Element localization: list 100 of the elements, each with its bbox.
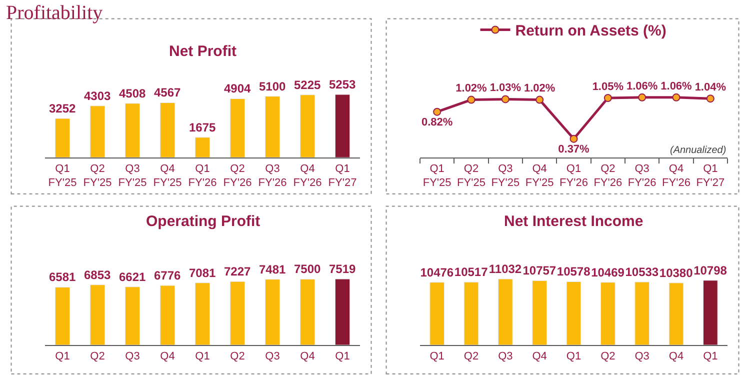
point [604,94,612,102]
bar [334,94,350,158]
x-tick-label: Q3 FY'25 [491,162,520,190]
point [638,93,646,102]
data-label: 1.02% [456,82,488,95]
data-label: 7227 [224,264,252,279]
text: (Annualized) [670,145,726,156]
x-tick-label: Q4 FY'26 [293,162,322,190]
legend-label: Return on Assets (%) [515,22,666,40]
data-label: 6853 [84,268,112,282]
x-tick-label: Q3 FY'26 [258,162,287,190]
bar [54,286,70,345]
bar [264,96,280,158]
data-label: 10798 [694,263,728,278]
x-tick-label: Q1 FY'27 [328,162,357,190]
data-label: 6776 [154,268,182,283]
x-tick-label: Q2 [600,350,616,362]
point [467,96,476,104]
x-tick-label: Q4 [160,350,175,362]
x-tick-label: Q4 [532,350,547,362]
data-label: 1.05% [592,80,624,93]
data-label: 1675 [188,120,216,134]
x-tick-label: Q2 FY'25 [83,162,112,190]
bar [334,278,350,345]
x-tick-label: Q2 FY'26 [594,162,622,190]
chart-title: Net Interest Income [504,213,644,230]
data-label: 10469 [591,265,625,280]
bar [230,98,246,158]
x-tick-label: Q3 FY'25 [118,162,147,190]
bar [194,137,210,158]
point [501,95,510,104]
data-label: 10578 [556,264,591,279]
data-label: 5253 [328,78,356,92]
bar [300,94,316,158]
data-label: 1.02% [524,82,556,95]
data-label: 4303 [84,88,112,103]
data-label: 4567 [154,86,182,100]
bar [90,284,106,345]
bar [264,279,280,345]
x-tick-label: Q3 [125,350,140,362]
x-tick-label: Q2 [90,350,105,362]
bar [124,286,140,345]
data-label: 6621 [118,270,146,284]
x-tick-label: Q1 [335,350,350,362]
x-tick-label: Q1 [566,350,582,362]
x-tick-label: Q1 FY'26 [188,162,217,190]
bar [54,118,70,158]
x-tick-label: Q3 [498,350,513,362]
bar [160,102,176,158]
x-tick-label: Q4 FY'25 [525,162,554,190]
x-tick-label: Q2 FY'26 [223,162,252,190]
data-label: 1.06% [660,80,692,92]
x-tick-label: Q1 [55,350,70,362]
data-label: 6581 [48,270,76,284]
data-label: 7081 [188,266,216,280]
x-tick-label: Q1 [430,350,444,362]
point [536,96,544,104]
data-label: 10476 [420,265,454,280]
data-label: 5100 [258,79,286,94]
x-tick-label: Q3 FY'26 [628,162,656,190]
data-label: 7519 [328,262,356,276]
x-tick-label: Q3 [265,350,280,362]
point [570,134,578,143]
data-label: 10757 [522,264,556,278]
chart-title: Operating Profit [146,213,260,230]
bar [124,103,140,158]
data-label: 10533 [625,264,659,279]
x-tick-label: Q1 FY'25 [48,162,77,190]
x-tick-label: Q1 [703,350,718,362]
data-label: 7481 [258,262,286,276]
x-tick-label: Q2 FY'25 [457,162,486,190]
point [433,108,442,116]
point [672,93,680,102]
bar [194,282,210,345]
x-tick-label: Q4 FY'25 [153,162,182,190]
x-tick-label: Q2 [230,350,245,362]
x-tick-label: Q4 FY'26 [662,162,690,190]
data-label: 7500 [294,262,322,276]
data-label: 1.04% [694,81,726,94]
bar [230,281,246,345]
data-label: 0.82% [421,116,453,128]
x-tick-label: Q1 FY'27 [696,162,725,190]
text: Profitability [6,2,103,24]
x-tick-label: Q4 [668,350,684,362]
data-label: 10517 [454,265,488,280]
point [706,94,714,103]
chart-title: Net Profit [169,43,237,60]
data-label: 3252 [48,102,76,116]
data-label: 5225 [294,78,322,92]
data-label: 4904 [224,82,252,96]
data-label: 1.06% [626,80,658,92]
data-label: 1.03% [490,82,522,94]
x-tick-label: Q3 [634,350,650,362]
data-label: 4508 [118,86,146,100]
x-tick-label: Q1 FY'25 [422,162,452,190]
x-tick-label: Q1 FY'26 [560,162,588,190]
x-tick-label: Q4 [300,350,315,362]
data-label: 10380 [659,266,694,280]
bar [160,285,176,345]
bar [300,278,316,345]
